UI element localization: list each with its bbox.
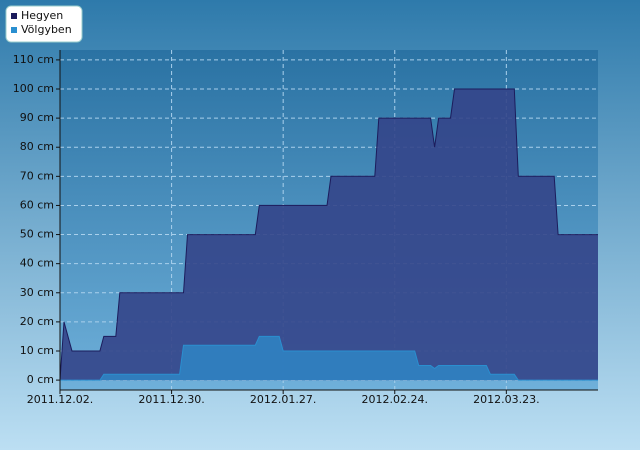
x-tick-label: 2011.12.30. [138,393,204,406]
x-tick-label: 2011.12.02. [27,393,93,406]
legend-box [5,5,83,43]
y-tick-label: 60 cm [20,198,54,211]
area-fill [60,89,598,381]
y-tick-label: 50 cm [20,228,54,241]
area-fill [60,336,598,381]
legend-swatch [11,13,17,19]
y-tick-label: 80 cm [20,140,54,153]
y-tick-label: 70 cm [20,169,54,182]
legend-swatch [11,27,17,33]
y-tick-label: 0 cm [27,373,54,386]
y-tick-label: 10 cm [20,344,54,357]
series-line [59,88,598,381]
legend-label: Völgyben [21,23,72,36]
x-tick-label: 2012.03.23. [473,393,539,406]
series-line [60,335,598,381]
y-tick-label: 100 cm [13,82,54,95]
legend-label: Hegyen [21,9,63,22]
x-tick-label: 2012.01.27. [250,393,316,406]
y-tick-label: 110 cm [13,53,54,66]
y-tick-label: 30 cm [20,286,54,299]
x-tick-label: 2012.02.24. [362,393,428,406]
y-tick-label: 20 cm [20,315,54,328]
y-tick-label: 40 cm [20,257,54,270]
y-tick-label: 90 cm [20,111,54,124]
